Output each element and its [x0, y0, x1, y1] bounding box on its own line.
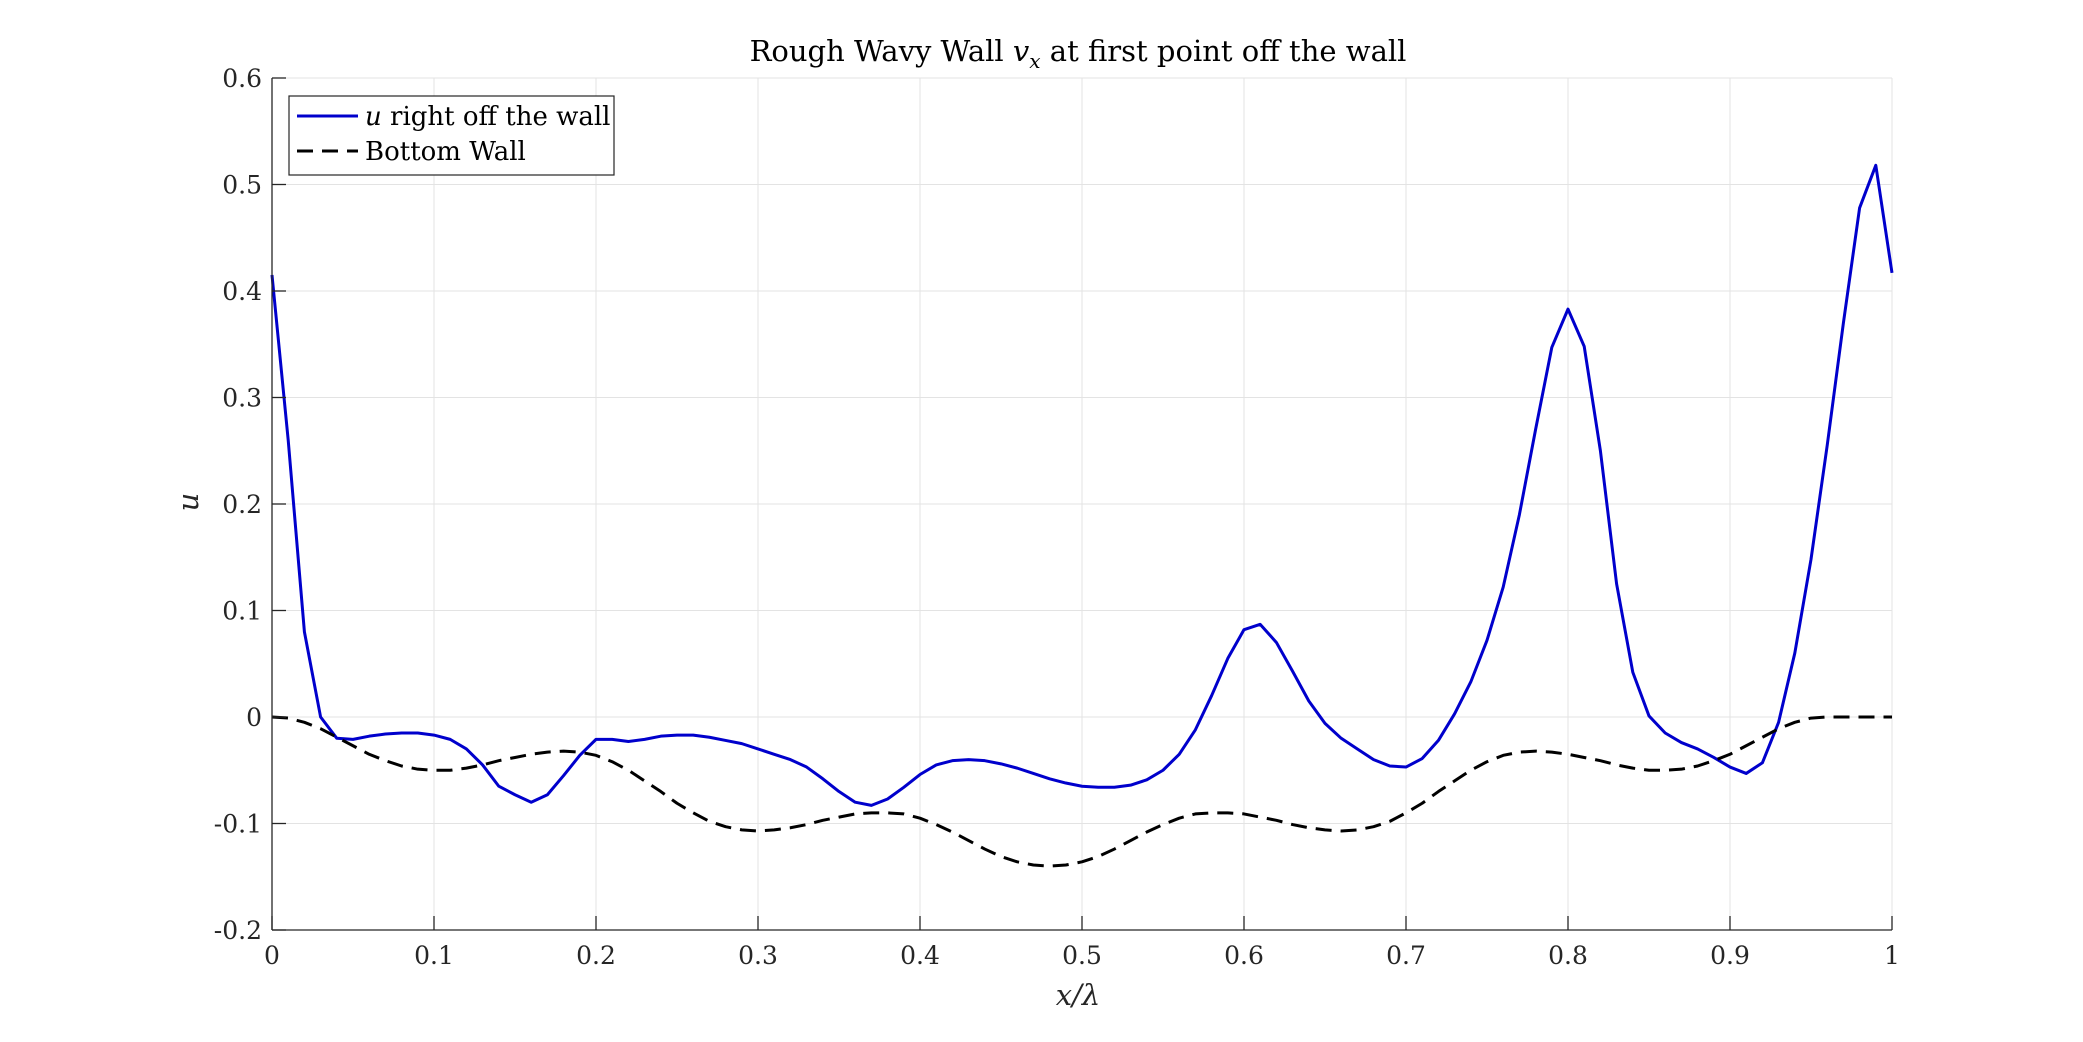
grid	[271, 77, 1893, 931]
y-tick-label: -0.2	[214, 916, 262, 945]
x-tick-label: 0.5	[1062, 941, 1102, 970]
x-tick-label: 0.4	[900, 941, 940, 970]
y-tick-label: 0.6	[222, 64, 262, 93]
x-axis-label: x/λ	[1056, 978, 1101, 1012]
x-tick-label: 0.8	[1548, 941, 1588, 970]
legend-label-u-math: u	[365, 102, 382, 132]
y-tick-label: -0.1	[214, 810, 262, 839]
chart-title-subscript: x	[1029, 49, 1040, 73]
x-tick-label: 0.1	[414, 941, 454, 970]
x-tick-label: 0	[264, 941, 280, 970]
chart-title-math: v	[1013, 34, 1030, 68]
y-tick-label: 0.2	[222, 490, 262, 519]
legend: u right off the wall Bottom Wall	[288, 95, 615, 176]
x-tick-label: 0.6	[1224, 941, 1264, 970]
x-tick-label: 1	[1884, 941, 1900, 970]
series-line-bottom-wall	[271, 715, 1892, 868]
tick-labels: 0 0.1 0.2 0.3 0.4 0.5 0.6 0.7 0.8 0.9 1 -0.2 -0.1 0 0.…	[214, 64, 1900, 970]
chart-title-rest: at first point off the wall	[1041, 34, 1407, 68]
legend-label-bottom-wall: Bottom Wall	[365, 137, 526, 167]
series-line-u	[270, 163, 1894, 807]
x-tick-label: 0.7	[1386, 941, 1426, 970]
legend-label-u: u right off the wall	[365, 102, 610, 132]
chart-title: Rough Wavy Wall vx at first point off th…	[750, 34, 1407, 73]
axes	[271, 77, 1893, 931]
chart-title-text: Rough Wavy Wall	[750, 34, 1013, 68]
series-layer	[270, 163, 1894, 868]
y-tick-label: 0.4	[222, 277, 262, 306]
y-axis-label: u	[171, 493, 205, 512]
y-tick-label: 0.3	[222, 384, 262, 413]
x-tick-label: 0.3	[738, 941, 778, 970]
y-tick-label: 0	[246, 703, 262, 732]
x-tick-label: 0.2	[576, 941, 616, 970]
y-tick-label: 0.1	[222, 597, 262, 626]
y-tick-label: 0.5	[222, 171, 262, 200]
legend-box	[288, 95, 615, 176]
x-tick-label: 0.9	[1710, 941, 1750, 970]
legend-label-u-text: right off the wall	[382, 102, 611, 132]
